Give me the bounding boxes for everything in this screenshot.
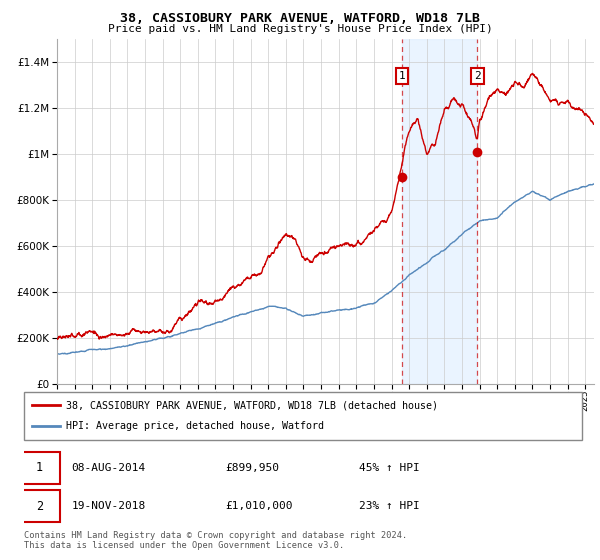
FancyBboxPatch shape xyxy=(24,392,582,440)
Text: 38, CASSIOBURY PARK AVENUE, WATFORD, WD18 7LB (detached house): 38, CASSIOBURY PARK AVENUE, WATFORD, WD1… xyxy=(66,400,438,410)
Text: 2: 2 xyxy=(36,500,43,512)
Text: 38, CASSIOBURY PARK AVENUE, WATFORD, WD18 7LB: 38, CASSIOBURY PARK AVENUE, WATFORD, WD1… xyxy=(120,12,480,25)
Text: 2: 2 xyxy=(474,71,481,81)
Text: 23% ↑ HPI: 23% ↑ HPI xyxy=(359,501,419,511)
Text: HPI: Average price, detached house, Watford: HPI: Average price, detached house, Watf… xyxy=(66,421,324,431)
Text: 1: 1 xyxy=(399,71,406,81)
Text: £1,010,000: £1,010,000 xyxy=(225,501,292,511)
FancyBboxPatch shape xyxy=(19,452,60,484)
Text: Price paid vs. HM Land Registry's House Price Index (HPI): Price paid vs. HM Land Registry's House … xyxy=(107,24,493,34)
Text: 19-NOV-2018: 19-NOV-2018 xyxy=(71,501,146,511)
Text: 45% ↑ HPI: 45% ↑ HPI xyxy=(359,463,419,473)
Text: 1: 1 xyxy=(36,461,43,474)
FancyBboxPatch shape xyxy=(19,490,60,522)
Text: £899,950: £899,950 xyxy=(225,463,279,473)
Text: 08-AUG-2014: 08-AUG-2014 xyxy=(71,463,146,473)
Text: Contains HM Land Registry data © Crown copyright and database right 2024.
This d: Contains HM Land Registry data © Crown c… xyxy=(24,531,407,550)
